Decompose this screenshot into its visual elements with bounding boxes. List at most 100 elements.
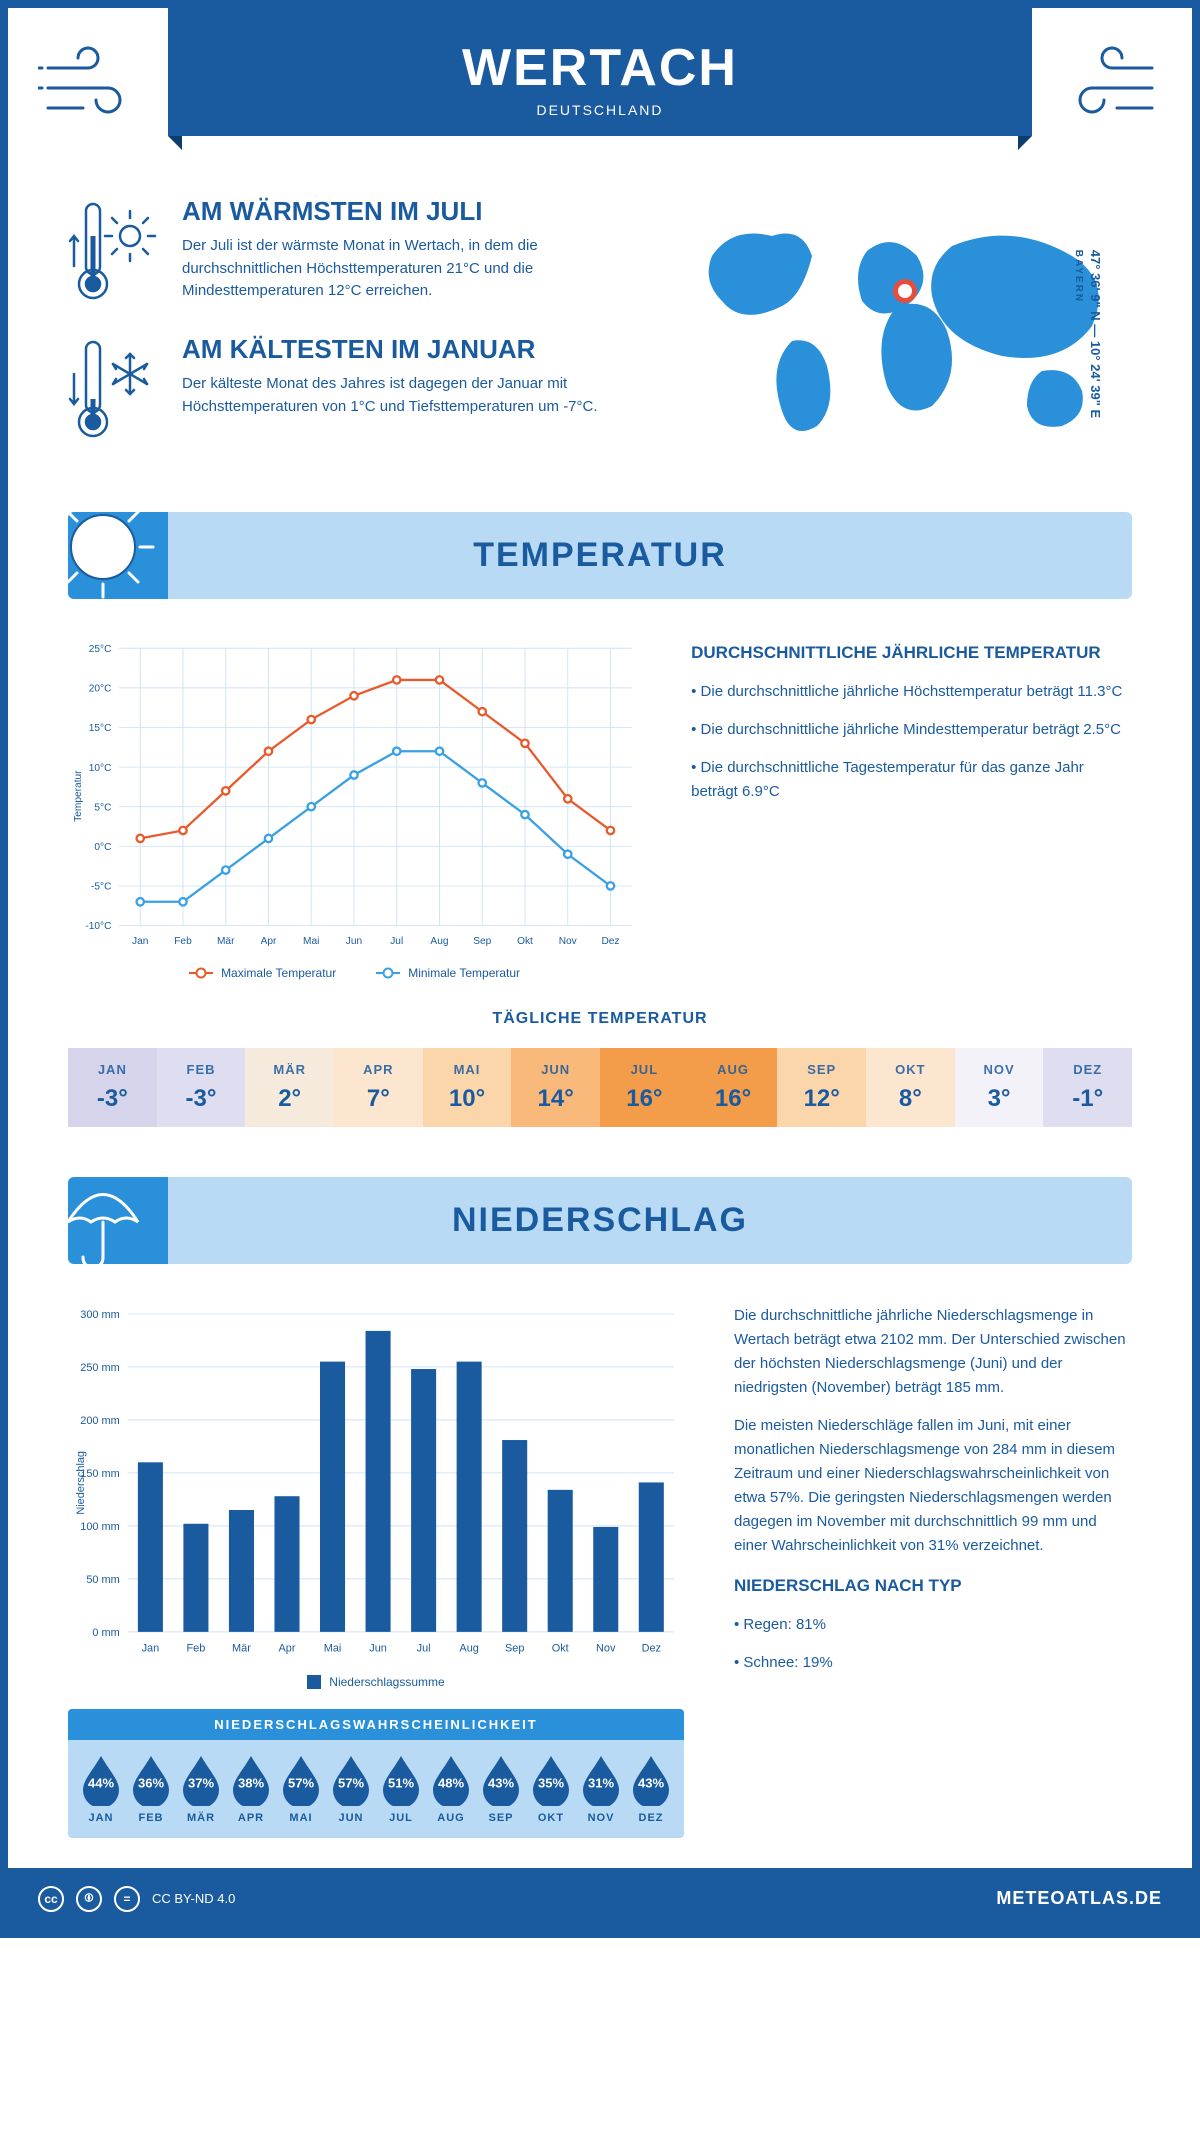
world-map: 47° 36' 9" N — 10° 24' 39" E BAYERN	[672, 196, 1132, 472]
coordinates: 47° 36' 9" N — 10° 24' 39" E BAYERN	[1073, 250, 1103, 418]
location-title: WERTACH	[168, 38, 1032, 98]
month-cell: SEP12°	[777, 1048, 866, 1127]
probability-drop: 36%FEB	[126, 1754, 176, 1824]
precipitation-bar-chart: 0 mm50 mm100 mm150 mm200 mm250 mm300 mmJ…	[68, 1304, 684, 1838]
probability-drop: 44%JAN	[76, 1754, 126, 1824]
probability-drop: 43%DEZ	[626, 1754, 676, 1824]
svg-text:Nov: Nov	[596, 1643, 616, 1655]
section-title: TEMPERATUR	[68, 536, 1132, 575]
probability-drop: 35%OKT	[526, 1754, 576, 1824]
month-cell: AUG16°	[689, 1048, 778, 1127]
precipitation-section-header: NIEDERSCHLAG	[68, 1177, 1132, 1264]
wind-icon	[1042, 38, 1162, 128]
temperature-section-header: TEMPERATUR	[68, 512, 1132, 599]
month-cell: JUL16°	[600, 1048, 689, 1127]
section-title: NIEDERSCHLAG	[68, 1201, 1132, 1240]
probability-drop: 57%JUN	[326, 1754, 376, 1824]
legend-max: Maximale Temperatur	[189, 966, 336, 980]
svg-text:Dez: Dez	[601, 936, 619, 947]
legend-min: Minimale Temperatur	[376, 966, 520, 980]
svg-text:Apr: Apr	[261, 936, 277, 947]
probability-drop: 31%NOV	[576, 1754, 626, 1824]
probability-drop: 38%APR	[226, 1754, 276, 1824]
svg-text:Okt: Okt	[552, 1643, 569, 1655]
license-text: CC BY-ND 4.0	[152, 1891, 235, 1906]
precipitation-description: Die durchschnittliche jährliche Niedersc…	[734, 1304, 1132, 1838]
svg-text:10°C: 10°C	[89, 763, 112, 774]
header-banner: WERTACH DEUTSCHLAND	[168, 8, 1032, 136]
month-cell: DEZ-1°	[1043, 1048, 1132, 1127]
month-cell: MAI10°	[423, 1048, 512, 1127]
warmest-text: Der Juli ist der wärmste Monat in Wertac…	[182, 235, 632, 303]
svg-text:Mai: Mai	[324, 1643, 342, 1655]
month-cell: APR7°	[334, 1048, 423, 1127]
svg-text:Niederschlag: Niederschlag	[75, 1451, 87, 1515]
svg-text:Nov: Nov	[559, 936, 578, 947]
probability-drop: 51%JUL	[376, 1754, 426, 1824]
probability-title: NIEDERSCHLAGSWAHRSCHEINLICHKEIT	[68, 1709, 684, 1740]
svg-text:Feb: Feb	[187, 1643, 206, 1655]
svg-text:Jan: Jan	[142, 1643, 160, 1655]
svg-text:20°C: 20°C	[89, 684, 112, 695]
infographic-frame: WERTACH DEUTSCHLAND AM WÄRMSTEN IM JULI	[0, 0, 1200, 1938]
svg-text:5°C: 5°C	[94, 802, 111, 813]
svg-text:Mai: Mai	[303, 936, 319, 947]
temperature-description: DURCHSCHNITTLICHE JÄHRLICHE TEMPERATUR •…	[691, 639, 1132, 980]
probability-drop: 48%AUG	[426, 1754, 476, 1824]
svg-text:Aug: Aug	[459, 1643, 478, 1655]
svg-text:100 mm: 100 mm	[80, 1521, 119, 1533]
svg-text:Okt: Okt	[517, 936, 533, 947]
month-cell: JAN-3°	[68, 1048, 157, 1127]
month-cell: MÄR2°	[245, 1048, 334, 1127]
warmest-fact: AM WÄRMSTEN IM JULI Der Juli ist der wär…	[68, 196, 632, 306]
coldest-text: Der kälteste Monat des Jahres ist dagege…	[182, 373, 632, 418]
svg-text:Jan: Jan	[132, 936, 148, 947]
svg-text:-10°C: -10°C	[85, 921, 111, 932]
svg-text:Mär: Mär	[217, 936, 235, 947]
svg-text:Jul: Jul	[417, 1643, 431, 1655]
svg-text:0°C: 0°C	[94, 842, 111, 853]
cc-icon: cc	[38, 1886, 64, 1912]
probability-drop: 57%MAI	[276, 1754, 326, 1824]
umbrella-icon	[68, 1177, 168, 1264]
svg-text:Jun: Jun	[346, 936, 362, 947]
location-country: DEUTSCHLAND	[168, 102, 1032, 118]
legend-precip: Niederschlagssumme	[307, 1675, 444, 1689]
svg-text:Feb: Feb	[174, 936, 192, 947]
month-cell: JUN14°	[511, 1048, 600, 1127]
svg-text:Aug: Aug	[430, 936, 448, 947]
svg-text:Sep: Sep	[473, 936, 491, 947]
svg-text:Dez: Dez	[642, 1643, 661, 1655]
site-name: METEOATLAS.DE	[996, 1888, 1162, 1909]
svg-text:15°C: 15°C	[89, 723, 112, 734]
svg-text:-5°C: -5°C	[91, 882, 111, 893]
probability-drop: 37%MÄR	[176, 1754, 226, 1824]
month-cell: FEB-3°	[157, 1048, 246, 1127]
probability-drop: 43%SEP	[476, 1754, 526, 1824]
svg-text:25°C: 25°C	[89, 644, 112, 655]
svg-text:250 mm: 250 mm	[80, 1362, 119, 1374]
svg-text:0 mm: 0 mm	[92, 1627, 119, 1639]
footer: cc 🅯 = CC BY-ND 4.0 METEOATLAS.DE	[8, 1868, 1192, 1930]
sun-icon	[68, 512, 168, 599]
svg-text:Sep: Sep	[505, 1643, 524, 1655]
warmest-title: AM WÄRMSTEN IM JULI	[182, 196, 632, 227]
svg-text:Mär: Mär	[232, 1643, 251, 1655]
month-cell: NOV3°	[955, 1048, 1044, 1127]
svg-text:Temperatur: Temperatur	[73, 770, 84, 822]
thermometer-cold-icon	[68, 334, 158, 444]
coldest-fact: AM KÄLTESTEN IM JANUAR Der kälteste Mona…	[68, 334, 632, 444]
daily-temp-strip: JAN-3°FEB-3°MÄR2°APR7°MAI10°JUN14°JUL16°…	[68, 1048, 1132, 1127]
svg-text:200 mm: 200 mm	[80, 1415, 119, 1427]
svg-text:Jul: Jul	[390, 936, 403, 947]
by-icon: 🅯	[76, 1886, 102, 1912]
temperature-line-chart: -10°C -5°C 0°C 5°C 10°C 15°C 20°C 25°C Jan Feb Mär…	[68, 639, 641, 980]
month-cell: OKT8°	[866, 1048, 955, 1127]
thermometer-hot-icon	[68, 196, 158, 306]
daily-temp-title: TÄGLICHE TEMPERATUR	[68, 1010, 1132, 1028]
location-marker-icon	[893, 279, 917, 303]
coldest-title: AM KÄLTESTEN IM JANUAR	[182, 334, 632, 365]
svg-text:Jun: Jun	[369, 1643, 387, 1655]
svg-text:Apr: Apr	[279, 1643, 296, 1655]
svg-text:300 mm: 300 mm	[80, 1309, 119, 1321]
